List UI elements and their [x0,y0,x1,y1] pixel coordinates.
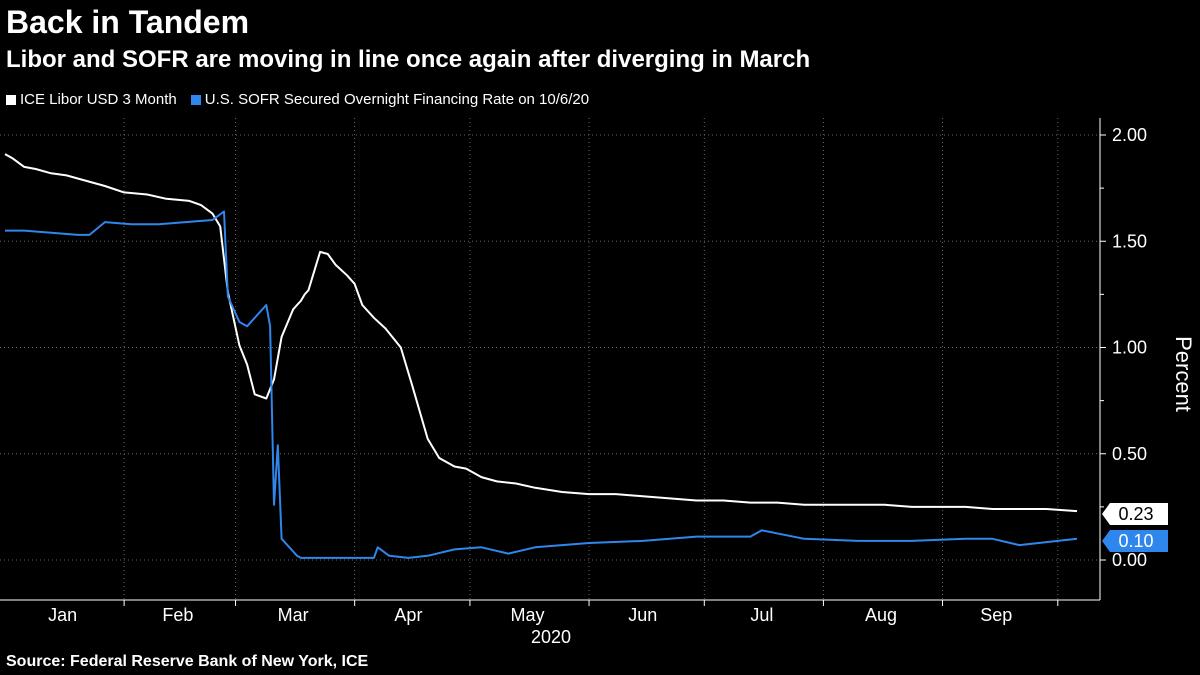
y-tick-label: 1.50 [1112,231,1147,251]
end-label-libor: 0.23 [1102,503,1168,525]
legend-label-sofr: U.S. SOFR Secured Overnight Financing Ra… [204,91,590,108]
y-tick-label: 0.00 [1112,550,1147,570]
end-label-box [1102,503,1168,525]
axes: 2.00 1.50 1.00 0.50 0.00 Jan Feb Mar Apr May Jun Ju… [0,118,1147,625]
y-axis-label: Percent [1171,336,1196,412]
x-tick-label: Jun [628,605,657,625]
legend-swatch-libor [6,95,16,105]
series-layer [4,153,1078,559]
x-tick-label: Jul [750,605,773,625]
end-labels: 0.23 0.10 [1102,503,1168,552]
x-tick-label: May [511,605,545,625]
end-label-value: 0.23 [1118,504,1153,524]
chart-subtitle: Libor and SOFR are moving in line once a… [6,46,811,73]
legend-item-sofr: U.S. SOFR Secured Overnight Financing Ra… [190,90,590,110]
y-tick-label: 1.00 [1112,338,1147,358]
series-line-sofr [5,210,1078,559]
legend-swatch-sofr [190,95,201,105]
x-tick-label: Jan [48,605,77,625]
x-tick-label: Mar [278,605,309,625]
source-note: Source: Federal Reserve Bank of New York… [6,653,369,670]
end-label-value: 0.10 [1118,531,1153,551]
end-label-sofr: 0.10 [1102,530,1168,552]
x-tick-label: Feb [162,605,193,625]
x-tick-label: Apr [394,605,422,625]
x-axis-label: 2020 [531,627,571,647]
legend: ICE Libor USD 3 Month U.S. SOFR Secured … [6,90,589,110]
chart-title: Back in Tandem [6,4,250,40]
y-tick-label: 0.50 [1112,444,1147,464]
legend-label-libor: ICE Libor USD 3 Month [20,91,177,108]
legend-item-libor: ICE Libor USD 3 Month [6,90,177,110]
y-tick-label: 2.00 [1112,125,1147,145]
grid [0,118,1100,600]
series-line-libor [4,153,1078,513]
end-label-box [1102,530,1168,552]
x-tick-label: Sep [980,605,1012,625]
x-tick-label: Aug [865,605,897,625]
